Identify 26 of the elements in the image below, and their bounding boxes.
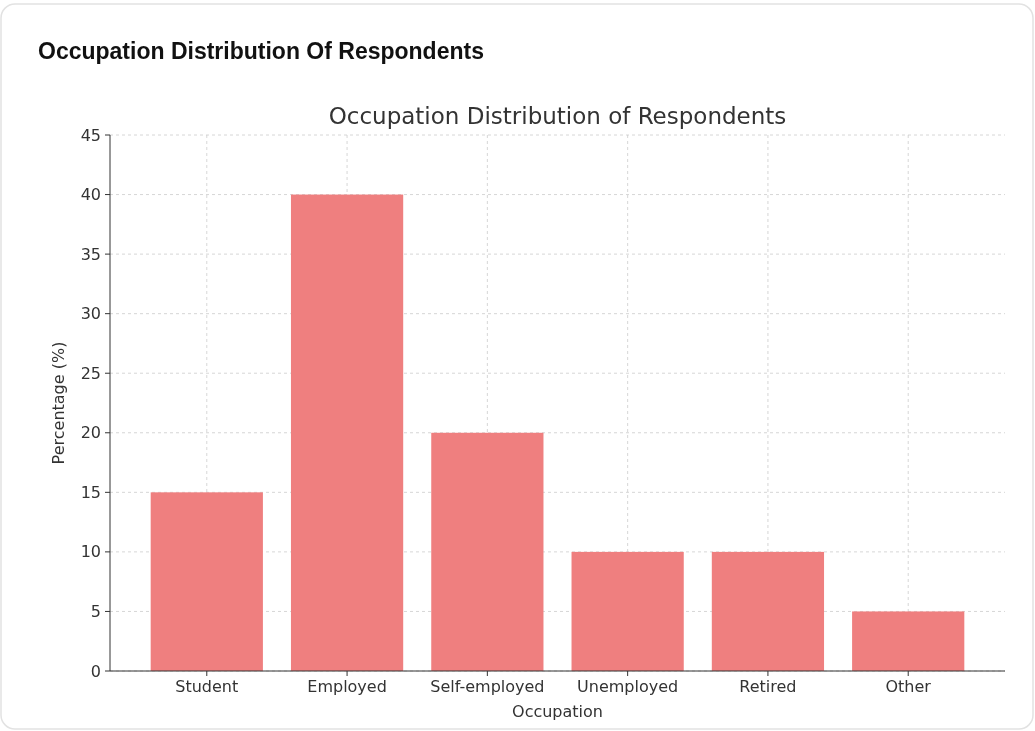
bar (431, 432, 544, 671)
chart-title: Occupation Distribution Of Respondents (38, 38, 484, 64)
y-tick-label: 30 (80, 304, 101, 324)
bar (150, 492, 263, 671)
y-tick-label: 15 (80, 482, 101, 502)
y-tick-label: 10 (80, 542, 101, 562)
x-tick-label: Unemployed (577, 677, 679, 696)
y-tick-label: 40 (80, 185, 101, 205)
y-tick-label: 5 (90, 602, 101, 622)
bar (290, 194, 404, 671)
y-tick-label: 35 (80, 244, 101, 264)
x-tick-label: Retired (739, 677, 797, 696)
x-tick-label: Other (885, 677, 932, 696)
x-tick-label: Self-employed (430, 677, 545, 696)
y-tick-label: 45 (80, 125, 101, 145)
y-tick-label: 20 (80, 423, 101, 443)
bar (852, 611, 965, 671)
x-tick-label: Employed (307, 677, 387, 696)
x-tick-label: Student (175, 677, 239, 696)
x-axis-title: Occupation (512, 702, 603, 721)
chart-subtitle: Occupation Distribution of Respondents (328, 103, 787, 129)
y-axis-title: Percentage (%) (49, 341, 68, 465)
y-tick-label: 25 (80, 363, 101, 383)
bar (571, 551, 684, 671)
y-tick-label: 0 (90, 661, 101, 681)
bar (711, 551, 825, 671)
